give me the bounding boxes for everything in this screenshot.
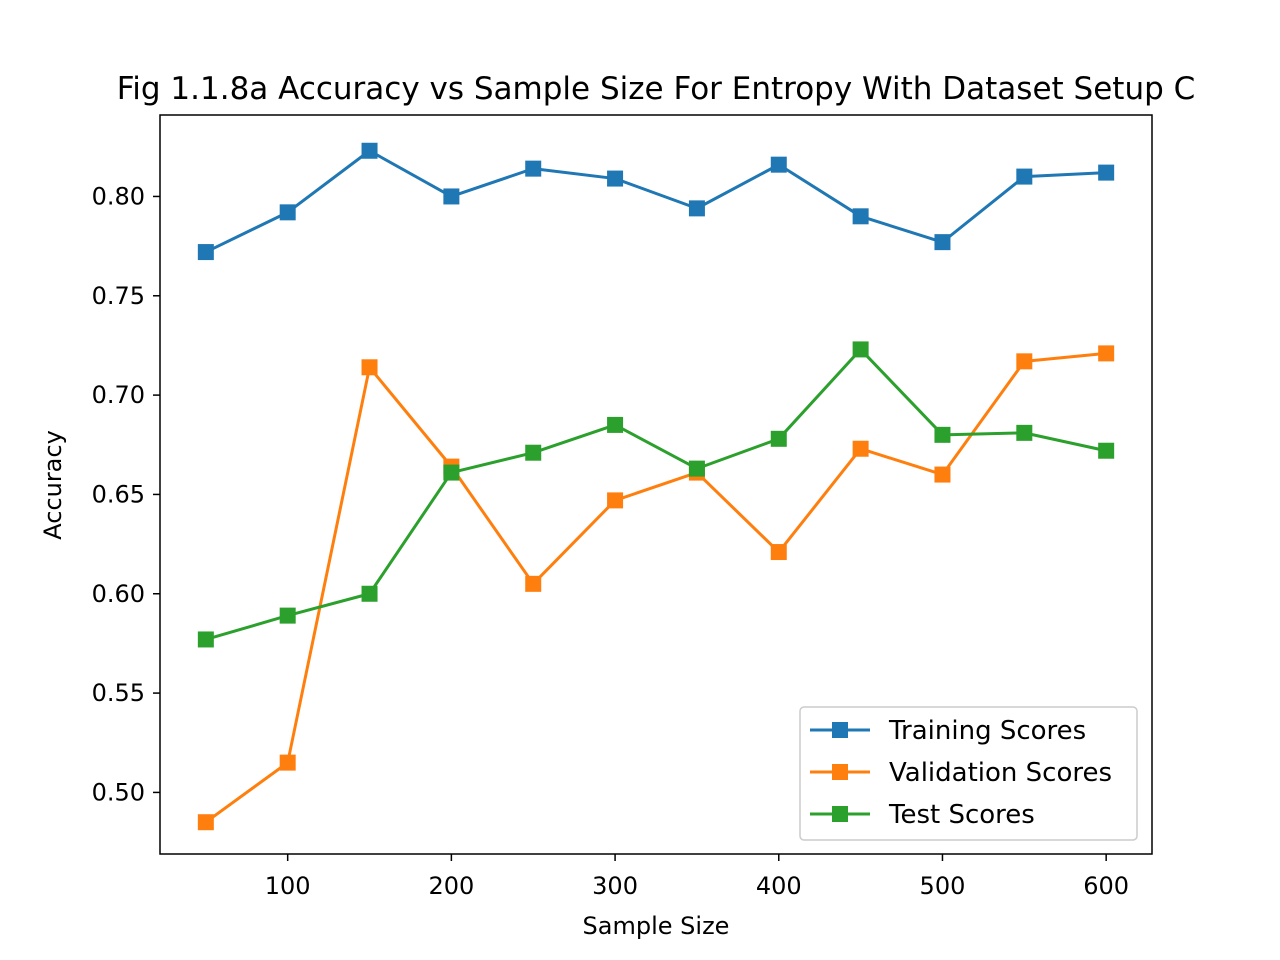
y-tick-label: 0.65 (92, 480, 145, 508)
data-point (934, 426, 951, 443)
data-point (688, 460, 705, 477)
data-point (1016, 353, 1033, 370)
legend-swatch-marker (832, 722, 848, 738)
data-point (1016, 168, 1033, 185)
axis-ticks: 100 200 300 400 500 600 0.50 0.55 0.60 0.65 0.70 0.… (92, 182, 1130, 900)
data-point (525, 444, 542, 461)
y-tick-label: 0.70 (92, 381, 145, 409)
y-tick-label: 0.75 (92, 282, 145, 310)
series-line (205, 149, 1107, 254)
legend-box (799, 706, 1138, 841)
data-point (852, 208, 869, 225)
legend-swatch-marker (832, 806, 848, 822)
data-point (197, 814, 214, 831)
data-point (607, 170, 624, 187)
legend-label: Training Scores (888, 716, 1086, 746)
legend-swatch-marker (832, 764, 848, 780)
data-point (934, 466, 951, 483)
legend-label: Validation Scores (889, 758, 1112, 788)
data-point (770, 544, 787, 561)
data-point (443, 464, 460, 481)
data-point (1098, 345, 1115, 362)
y-tick-label: 0.60 (92, 580, 145, 608)
y-tick-label: 0.55 (92, 679, 145, 707)
data-point (688, 200, 705, 217)
chart-title: Fig 1.1.8a Accuracy vs Sample Size For E… (117, 71, 1196, 107)
data-point (770, 430, 787, 447)
x-tick-label: 400 (756, 872, 802, 900)
data-point (1098, 442, 1115, 459)
data-point (279, 204, 296, 221)
data-point (443, 188, 460, 205)
x-tick-label: 100 (265, 872, 311, 900)
data-point (361, 142, 378, 159)
data-point (1098, 164, 1115, 181)
series-layer (197, 142, 1115, 831)
legend-label: Test Scores (888, 800, 1035, 830)
data-point (607, 492, 624, 509)
data-point (197, 631, 214, 648)
data-point (279, 754, 296, 771)
data-point (279, 607, 296, 624)
x-tick-label: 500 (920, 872, 966, 900)
series-line (205, 347, 1107, 641)
y-tick-label: 0.50 (92, 778, 145, 806)
data-point (852, 440, 869, 457)
data-point (361, 585, 378, 602)
data-point (361, 359, 378, 376)
series-2 (197, 341, 1115, 648)
data-point (607, 416, 624, 433)
x-tick-label: 300 (592, 872, 638, 900)
data-point (770, 156, 787, 173)
data-point (525, 575, 542, 592)
y-axis-label: Accuracy (39, 430, 67, 540)
data-point (934, 234, 951, 251)
x-axis-label: Sample Size (583, 912, 730, 940)
series-0 (197, 142, 1115, 261)
plot-frame (159, 114, 1153, 855)
series-line (204, 351, 1107, 824)
data-point (525, 160, 542, 177)
data-point (197, 244, 214, 261)
data-point (1016, 424, 1033, 441)
legend: Training Scores Validation Scores Test Sco… (799, 706, 1138, 841)
data-point (852, 341, 869, 358)
y-tick-label: 0.80 (92, 182, 145, 210)
x-tick-label: 600 (1083, 872, 1129, 900)
x-tick-label: 200 (428, 872, 474, 900)
